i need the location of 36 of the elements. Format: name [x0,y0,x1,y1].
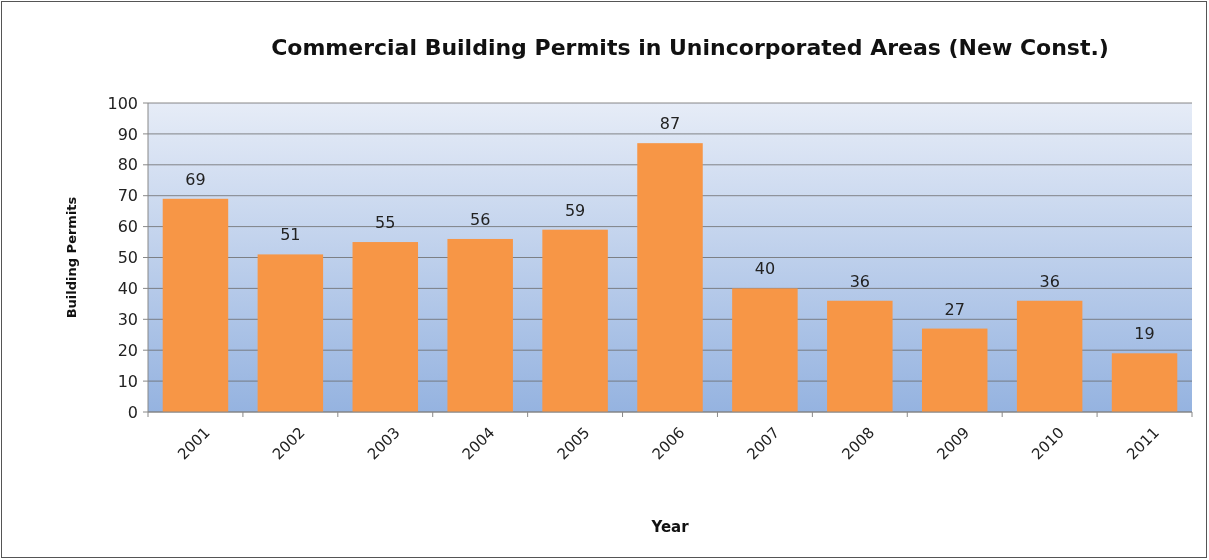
data-label: 36 [849,271,870,291]
bar [1016,300,1083,412]
data-label: 40 [754,259,776,279]
y-tick-label: 70 [117,186,138,206]
y-tick-label: 100 [107,93,138,113]
data-label: 51 [280,225,301,245]
y-tick-label: 90 [117,124,138,144]
y-tick-label: 10 [117,371,138,391]
data-label: 27 [944,299,965,319]
bar [257,254,324,412]
data-label: 56 [470,209,491,229]
y-tick-label: 0 [127,402,138,422]
y-tick-label: 60 [117,217,138,237]
y-tick-label: 80 [117,155,138,175]
data-label: 87 [659,114,681,134]
bar [352,242,419,412]
y-tick-label: 40 [117,279,138,298]
data-label: 59 [564,200,586,220]
y-axis-title: Building Permits [64,196,79,319]
bar [542,229,608,412]
data-label: 69 [185,169,206,189]
x-axis-title: Year [650,518,690,536]
bar [921,328,988,412]
y-tick-label: 30 [117,309,138,329]
y-tick-label: 20 [117,340,138,360]
data-label: 36 [1039,271,1060,291]
chart-title: Commercial Building Permits in Unincorporated Areas (New Const.) [271,35,1109,60]
bar [732,288,798,412]
data-label: 55 [375,213,396,233]
bar [637,143,703,412]
bar [162,198,229,412]
bar [447,238,513,412]
bar [827,300,893,412]
bar [1111,353,1178,412]
data-label: 19 [1134,324,1155,344]
y-tick-label: 50 [117,248,138,268]
